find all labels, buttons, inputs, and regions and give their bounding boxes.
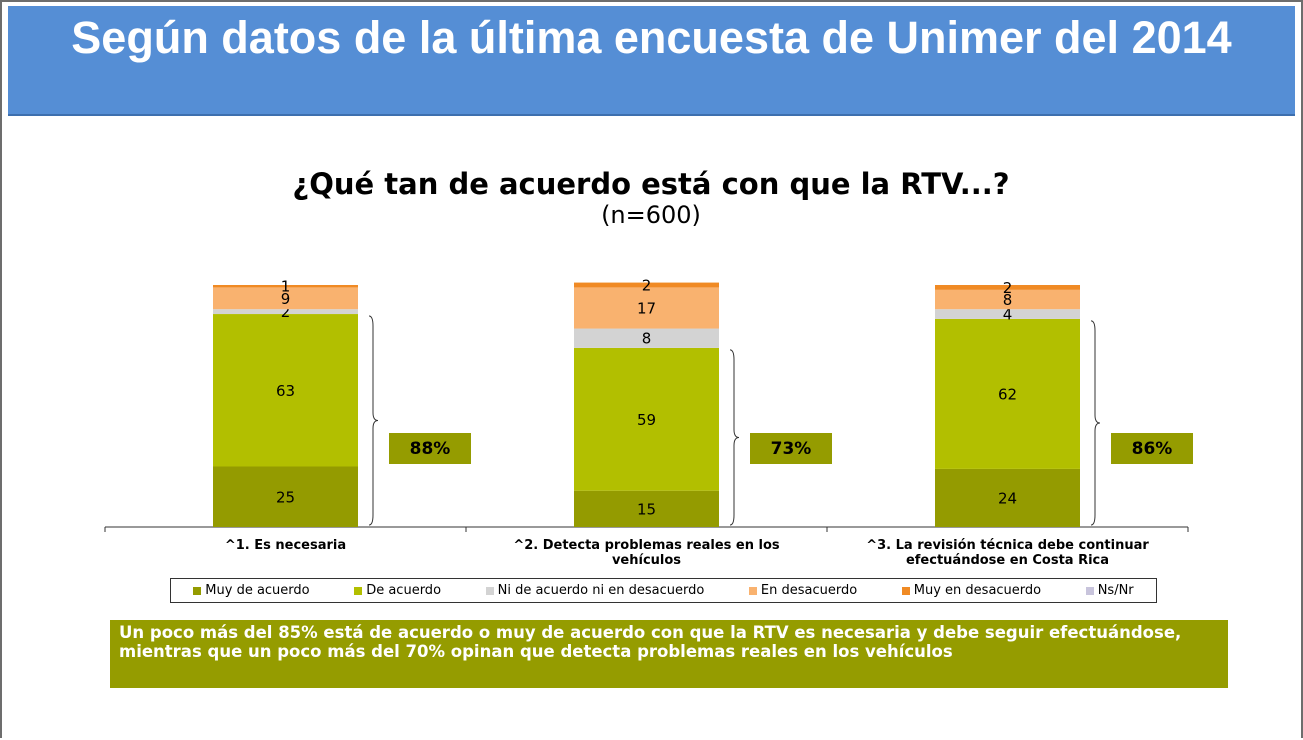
- legend-label: Muy de acuerdo: [205, 583, 310, 598]
- legend-label: Ni de acuerdo ni en desacuerdo: [497, 583, 705, 598]
- x-tick-label: ^1. Es necesaria: [224, 538, 347, 553]
- legend-label: En desacuerdo: [760, 583, 858, 598]
- legend-item: En desacuerdo: [748, 583, 858, 598]
- header: Según datos de la última encuesta de Uni…: [8, 6, 1295, 116]
- bar-segment: [574, 490, 719, 527]
- legend: Muy de acuerdo De acuerdo Ni de acuerdo ni…: [170, 578, 1157, 603]
- bar-segment: [935, 309, 1080, 319]
- data-label: 15: [637, 500, 656, 518]
- total-label: 86%: [1132, 439, 1173, 459]
- bar-segment: [574, 287, 719, 329]
- legend-swatch: [485, 586, 494, 595]
- data-label: 25: [276, 488, 295, 506]
- legend-swatch: [354, 586, 363, 595]
- legend-swatch: [193, 586, 202, 595]
- total-label: 73%: [771, 439, 812, 459]
- bar-segment: [213, 466, 358, 527]
- legend-item: De acuerdo: [354, 583, 441, 598]
- total-box: [389, 433, 471, 464]
- summary: Un poco más del 85% está de acuerdo o mu…: [110, 620, 1228, 688]
- data-label: 62: [998, 385, 1017, 403]
- legend-label: Muy en desacuerdo: [913, 583, 1042, 598]
- data-label: 2: [1003, 279, 1013, 297]
- brace: [729, 349, 740, 526]
- header-title: Según datos de la última encuesta de Uni…: [71, 12, 1232, 63]
- legend-label: Ns/Nr: [1097, 583, 1134, 598]
- data-label: 24: [998, 489, 1017, 507]
- legend-swatch: [748, 586, 757, 595]
- x-tick-label: ^3. La revisión técnica debe continuar e…: [866, 538, 1149, 568]
- data-label: 63: [276, 382, 295, 400]
- bar-segment: [574, 282, 719, 288]
- bar-segment: [574, 347, 719, 491]
- bar-segment: [935, 289, 1080, 310]
- legend-item: Muy de acuerdo: [193, 583, 310, 598]
- data-label: 2: [281, 303, 291, 321]
- bar-segment: [574, 328, 719, 348]
- data-label: 9: [281, 290, 291, 308]
- legend-label: De acuerdo: [366, 583, 442, 598]
- bar-segment: [213, 285, 358, 288]
- data-label: 17: [637, 299, 656, 317]
- legend-item: Ns/Nr: [1085, 583, 1134, 598]
- data-label: 8: [1003, 291, 1013, 309]
- x-tick-label: ^2. Detecta problemas reales en los vehí…: [513, 538, 780, 568]
- total-box: [750, 433, 832, 464]
- data-label: 8: [642, 330, 652, 348]
- bar-segment: [935, 285, 1080, 290]
- bar-segment: [935, 468, 1080, 527]
- data-label: 4: [1003, 306, 1013, 324]
- legend-item: Muy en desacuerdo: [901, 583, 1042, 598]
- legend-swatch: [1085, 586, 1094, 595]
- legend-swatch: [901, 586, 910, 595]
- chart-subtitle: (n=600): [601, 201, 701, 229]
- bar-segment: [213, 309, 358, 315]
- bar-segment: [935, 318, 1080, 469]
- total-label: 88%: [410, 439, 451, 459]
- total-box: [1111, 433, 1193, 464]
- brace: [368, 315, 379, 526]
- data-label: 59: [637, 411, 656, 429]
- brace: [1090, 320, 1101, 526]
- bar-segment: [213, 287, 358, 310]
- chart-title: ¿Qué tan de acuerdo está con que la RTV.…: [292, 167, 1009, 201]
- bar-segment: [213, 314, 358, 467]
- legend-item: Ni de acuerdo ni en desacuerdo: [485, 583, 705, 598]
- data-label: 1: [281, 278, 291, 296]
- data-label: 2: [642, 277, 652, 295]
